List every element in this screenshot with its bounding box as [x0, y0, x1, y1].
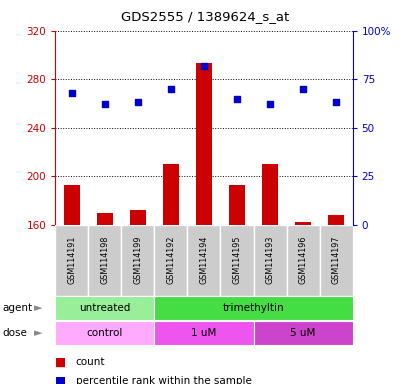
Bar — [327, 215, 344, 225]
Text: control: control — [86, 328, 123, 338]
Bar — [154, 321, 253, 345]
Text: ■: ■ — [55, 356, 66, 369]
Text: GSM114194: GSM114194 — [199, 236, 208, 284]
Text: GSM114192: GSM114192 — [166, 236, 175, 285]
Text: GSM114198: GSM114198 — [100, 236, 109, 284]
Text: count: count — [76, 357, 105, 367]
Bar — [261, 164, 278, 225]
Bar — [55, 225, 88, 296]
Bar — [63, 185, 80, 225]
Bar — [319, 225, 352, 296]
Text: ►: ► — [34, 328, 42, 338]
Bar — [220, 225, 253, 296]
Text: 5 uM: 5 uM — [290, 328, 315, 338]
Bar — [55, 321, 154, 345]
Point — [266, 101, 273, 108]
Text: GSM114199: GSM114199 — [133, 236, 142, 285]
Point — [68, 90, 75, 96]
Bar — [253, 225, 286, 296]
Bar — [88, 225, 121, 296]
Point — [299, 86, 306, 92]
Point — [332, 99, 339, 106]
Bar — [286, 225, 319, 296]
Text: GSM114196: GSM114196 — [298, 236, 307, 284]
Point — [134, 99, 141, 106]
Point — [200, 63, 207, 69]
Bar — [97, 212, 113, 225]
Text: dose: dose — [2, 328, 27, 338]
Text: ►: ► — [34, 303, 42, 313]
Point — [101, 101, 108, 108]
Bar — [253, 321, 352, 345]
Bar — [162, 164, 179, 225]
Text: GSM114197: GSM114197 — [331, 236, 340, 285]
Text: ■: ■ — [55, 375, 66, 384]
Text: trimethyltin: trimethyltin — [222, 303, 283, 313]
Text: agent: agent — [2, 303, 32, 313]
Point — [167, 86, 174, 92]
Bar — [228, 185, 245, 225]
Text: GSM114191: GSM114191 — [67, 236, 76, 284]
Text: GDS2555 / 1389624_s_at: GDS2555 / 1389624_s_at — [121, 10, 288, 23]
Bar — [129, 210, 146, 225]
Bar — [55, 296, 154, 320]
Text: GSM114195: GSM114195 — [232, 236, 241, 285]
Bar — [195, 63, 212, 225]
Text: untreated: untreated — [79, 303, 130, 313]
Text: 1 uM: 1 uM — [191, 328, 216, 338]
Text: percentile rank within the sample: percentile rank within the sample — [76, 376, 251, 384]
Point — [233, 96, 240, 102]
Bar — [154, 296, 352, 320]
Bar — [154, 225, 187, 296]
Text: GSM114193: GSM114193 — [265, 236, 274, 284]
Bar — [294, 222, 310, 225]
Bar — [121, 225, 154, 296]
Bar — [187, 225, 220, 296]
